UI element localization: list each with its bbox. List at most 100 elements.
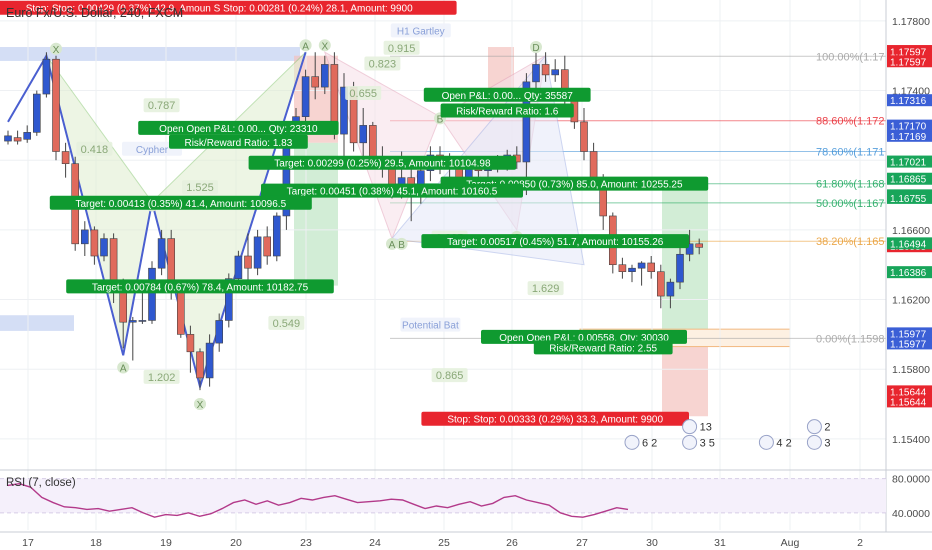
price-tag: 1.15977 [887,337,932,350]
pattern-point-circle [386,237,398,250]
pattern-point-circle [299,39,312,52]
candle [666,278,675,309]
time-tick-label: 19 [160,537,172,549]
price-tick-label: 1.16600 [892,225,930,237]
ratio-label: 0.865 [431,368,468,383]
price-tick-label: 1.15400 [892,434,930,446]
time-tick-label: 18 [90,537,102,549]
candle [81,221,89,257]
event-badge: 6 2 [624,434,657,450]
trade-label: Target: 0.00413 (0.35%) 41.4, Amount: 10… [49,195,312,210]
time-tick-label: 25 [438,537,450,549]
pattern-point-label: A [386,237,398,251]
price-axis-bg [886,0,932,532]
price-tag: 1.17597 [887,55,932,68]
price-tag-bg [887,45,932,58]
price-tag: 1.17169 [887,129,932,143]
price-tick-label: 1.16200 [892,295,930,307]
pattern-point-label: B [395,237,408,251]
price-tag-bg [887,237,932,250]
trade-label-text: Risk/Reward Ratio: 1.6 [456,106,559,117]
candle-body [4,135,12,142]
pattern-point-label: A [117,361,130,374]
price-tag: 1.15977 [887,327,932,340]
zone-target-3 [662,184,708,338]
pattern-name-bg [390,23,451,38]
candle-body [23,132,32,140]
candle [157,229,166,276]
fib-level-label: 38.20%(1.165 [816,236,885,248]
price-tag-text: 1.15977 [890,329,927,340]
time-tick-label: 2 [857,537,863,549]
candle-body [157,238,166,269]
candle-body [340,86,348,135]
price-tag: 1.16386 [887,266,932,279]
pattern-point-text: A [120,363,127,374]
zone-blue-upper [0,47,300,61]
time-tick-label: 27 [576,537,588,549]
price-tag-text: 1.15977 [890,339,927,350]
trade-label-bg [421,234,689,249]
event-badge-icon [682,419,698,435]
candle [532,52,540,91]
ratio-label-bg [182,180,218,195]
event-badge: 2 [806,419,831,435]
event-badge: 13 [682,419,712,435]
trade-label-text: Target: 0.00517 (0.45%) 51.7, Amount: 10… [447,237,664,248]
trade-label-bg [138,120,339,135]
price-tag-text: 1.17169 [890,132,927,143]
trade-label: Risk/Reward Ratio: 1.83 [169,134,308,149]
zone-blue-left [0,315,74,331]
price-tag-bg [887,191,932,204]
price-tick-label: 1.15800 [892,364,930,376]
candle [23,125,32,143]
trade-label-text: Target: 0.00850 (0.73%) 85.0, Amount: 10… [466,180,683,191]
candle [205,334,214,387]
candle-body [541,64,550,76]
candle-body [695,243,704,248]
candle [263,226,272,265]
candle [628,264,636,283]
ratio-label-bg [143,369,180,384]
ratio-label-text: 0.655 [349,88,377,100]
candle [129,316,137,361]
pattern-point-circle [117,361,130,374]
event-badge: 3 [806,434,831,450]
rsi-title: RSI (7, close) [6,477,76,489]
time-tick-label: 26 [506,537,518,549]
candle-body [532,64,540,83]
trade-label-bg [0,0,457,15]
candle-body [685,243,694,255]
ratio-label-text: 0.915 [388,43,416,55]
pattern-point-circle [395,237,408,250]
price-tag-bg [887,385,932,398]
event-badge-icon [758,434,774,450]
pattern-name-label: Potential Bat [400,317,461,332]
trade-label: Stop: Stop: 0.00333 (0.29%) 33.3, Amount… [421,411,689,426]
pattern-name-bg [122,141,182,156]
price-tag-bg [887,266,932,279]
time-tick-label: 23 [300,537,312,549]
fib-level-label: 61.80%(1.168 [816,179,885,191]
ratio-label-text: 0.865 [436,370,464,382]
trade-label: Target: 0.00451 (0.38%) 45.1, Amount: 10… [261,183,523,198]
event-badge: 3 5 [682,434,715,450]
price-tag-bg [887,337,932,350]
trade-label: Target: 0.00299 (0.25%) 29.5, Amount: 10… [248,155,517,170]
price-tick-label: 1.17800 [892,16,930,28]
trade-label-bg [49,195,312,210]
candle-body [320,64,329,88]
candle-body [676,253,684,283]
candle [196,348,204,391]
time-tick-label: Aug [781,537,800,549]
trade-label-text: Target: 0.00299 (0.25%) 29.5, Amount: 10… [274,159,491,170]
price-tag-text: 1.17021 [890,158,927,169]
time-tick-label: 20 [230,537,242,549]
ratio-label-bg [268,315,305,330]
trade-label: Risk/Reward Ratio: 1.6 [440,103,574,118]
candle [100,233,108,262]
candle-body [138,320,147,322]
ratio-label: 0.823 [364,56,401,71]
candle [685,229,694,262]
